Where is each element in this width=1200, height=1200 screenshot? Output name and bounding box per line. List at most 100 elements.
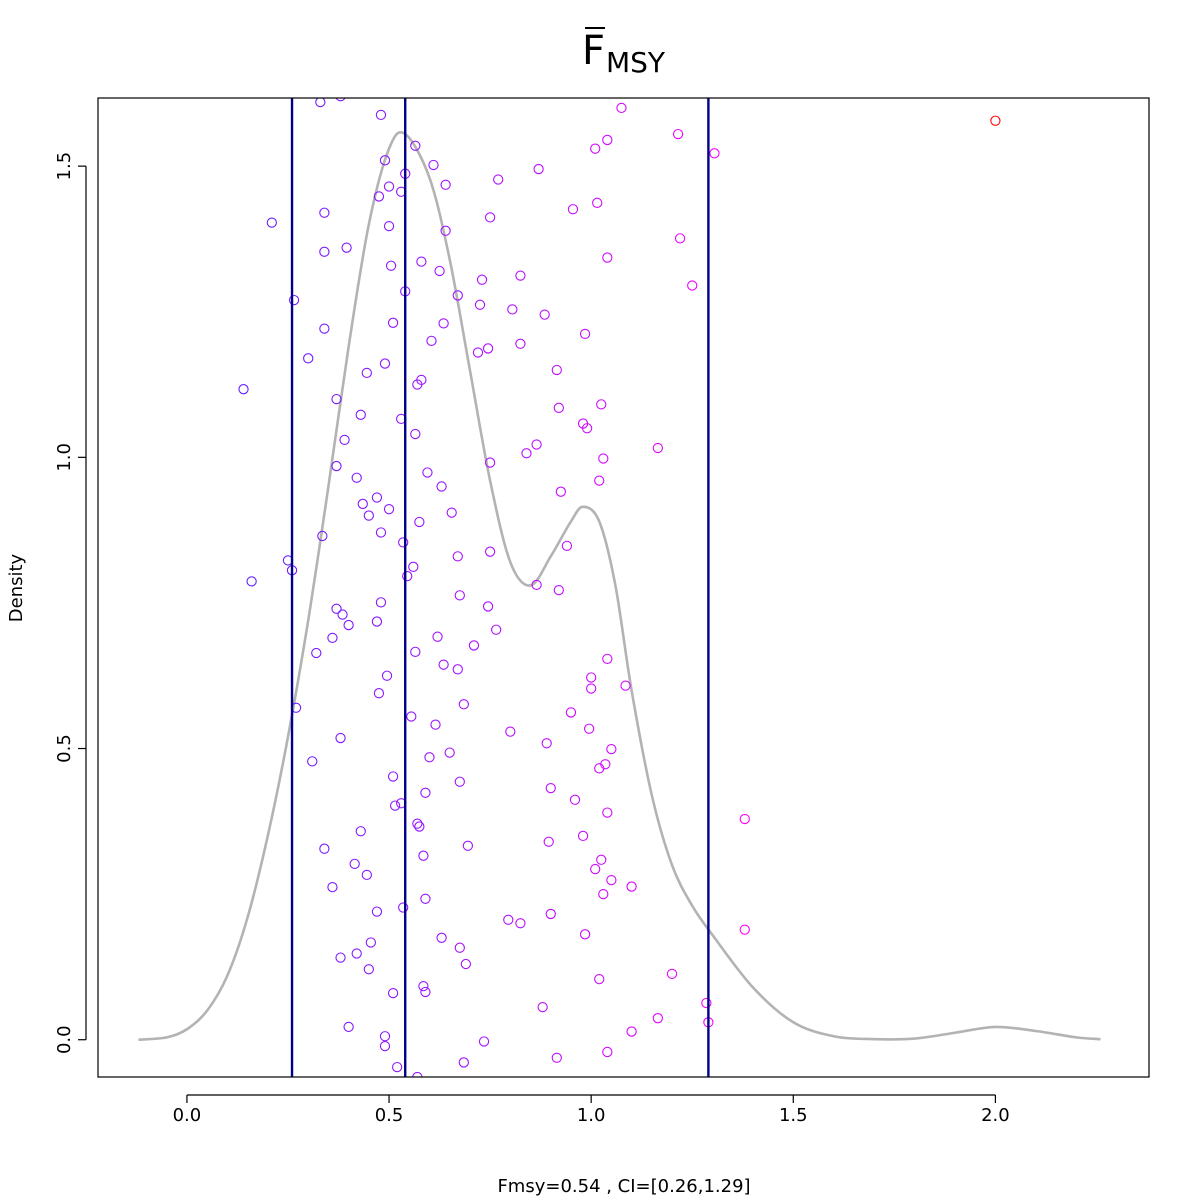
x-tick-label: 1.5	[779, 1105, 808, 1126]
data-point	[507, 304, 518, 315]
data-point	[626, 881, 637, 892]
data-point	[420, 893, 431, 904]
data-point	[418, 980, 429, 992]
data-point	[410, 140, 421, 151]
chart-title: F MSY	[582, 27, 666, 79]
data-point	[739, 813, 750, 825]
data-point	[387, 317, 399, 328]
data-point	[482, 601, 494, 612]
data-point	[452, 664, 463, 675]
data-point	[598, 888, 609, 900]
data-point	[337, 609, 348, 620]
data-point	[476, 274, 488, 285]
data-point	[331, 460, 342, 472]
data-point	[420, 787, 431, 798]
data-point	[375, 527, 387, 538]
data-point	[543, 836, 554, 847]
data-point	[341, 242, 352, 253]
data-point	[424, 752, 435, 763]
data-point	[452, 551, 463, 562]
data-point	[414, 516, 425, 528]
data-point	[315, 98, 326, 108]
data-point	[381, 670, 393, 681]
data-point	[553, 402, 564, 413]
data-point	[331, 603, 342, 614]
data-point	[539, 309, 550, 320]
data-point	[541, 738, 552, 749]
data-point	[319, 207, 330, 218]
data-point	[335, 952, 346, 963]
data-point	[438, 659, 449, 670]
x-tick-label: 0.0	[173, 1105, 202, 1126]
data-point	[339, 434, 350, 446]
data-point	[389, 800, 401, 811]
data-point	[596, 854, 607, 865]
data-point	[581, 423, 593, 434]
data-point	[503, 914, 514, 925]
data-point	[491, 624, 502, 635]
density-curve	[138, 130, 1101, 1042]
data-point	[412, 1071, 423, 1077]
data-point	[569, 794, 581, 805]
data-point	[531, 439, 542, 450]
data-point	[460, 958, 471, 970]
data-point	[363, 510, 374, 521]
data-point	[440, 225, 451, 236]
data-point	[592, 197, 603, 208]
data-point	[355, 409, 366, 420]
plot-frame	[97, 97, 1150, 1078]
data-point	[551, 364, 562, 376]
data-point	[545, 782, 556, 794]
data-point	[652, 1013, 664, 1024]
data-point	[620, 680, 631, 691]
x-axis: 0.0 0.5 1.0 1.5 2.0	[173, 1094, 1010, 1126]
data-point	[426, 335, 437, 347]
data-point	[361, 869, 372, 881]
data-point	[303, 353, 314, 364]
data-point	[600, 759, 611, 770]
data-point	[672, 128, 684, 140]
data-point	[579, 328, 591, 340]
title-main: F	[582, 28, 605, 74]
data-point	[436, 481, 447, 492]
data-point	[402, 570, 413, 582]
data-point	[319, 323, 330, 334]
data-point	[454, 942, 465, 953]
data-point	[515, 270, 526, 281]
data-point	[410, 428, 421, 440]
data-point	[583, 723, 595, 734]
data-point	[484, 546, 496, 557]
data-point	[355, 826, 366, 837]
data-point	[616, 102, 627, 114]
data-point	[553, 584, 564, 596]
data-point	[406, 711, 417, 722]
data-point	[335, 98, 346, 102]
data-point	[371, 492, 383, 503]
data-point	[454, 590, 465, 601]
data-point	[458, 699, 469, 710]
title-subscript: MSY	[606, 46, 666, 79]
data-point	[626, 1026, 637, 1037]
data-point	[371, 906, 383, 917]
data-point	[531, 579, 542, 591]
y-tick-label: 0.5	[54, 734, 75, 763]
data-point	[331, 393, 342, 405]
y-tick-label: 1.0	[54, 443, 75, 472]
data-point	[537, 1001, 548, 1013]
data-point	[379, 1040, 391, 1052]
data-point	[288, 294, 300, 306]
data-point	[375, 109, 387, 121]
data-point	[351, 948, 362, 959]
data-point	[472, 347, 484, 358]
data-point	[739, 924, 750, 935]
data-point	[383, 504, 395, 515]
x-axis-label: Fmsy=0.54 , CI=[0.26,1.29]	[497, 1176, 750, 1197]
data-point	[428, 159, 439, 171]
data-point	[387, 987, 399, 999]
data-point	[246, 576, 257, 587]
data-point	[515, 338, 526, 349]
data-point	[414, 821, 425, 832]
data-point	[602, 1046, 613, 1058]
data-point	[432, 631, 443, 642]
data-point	[551, 1052, 562, 1063]
